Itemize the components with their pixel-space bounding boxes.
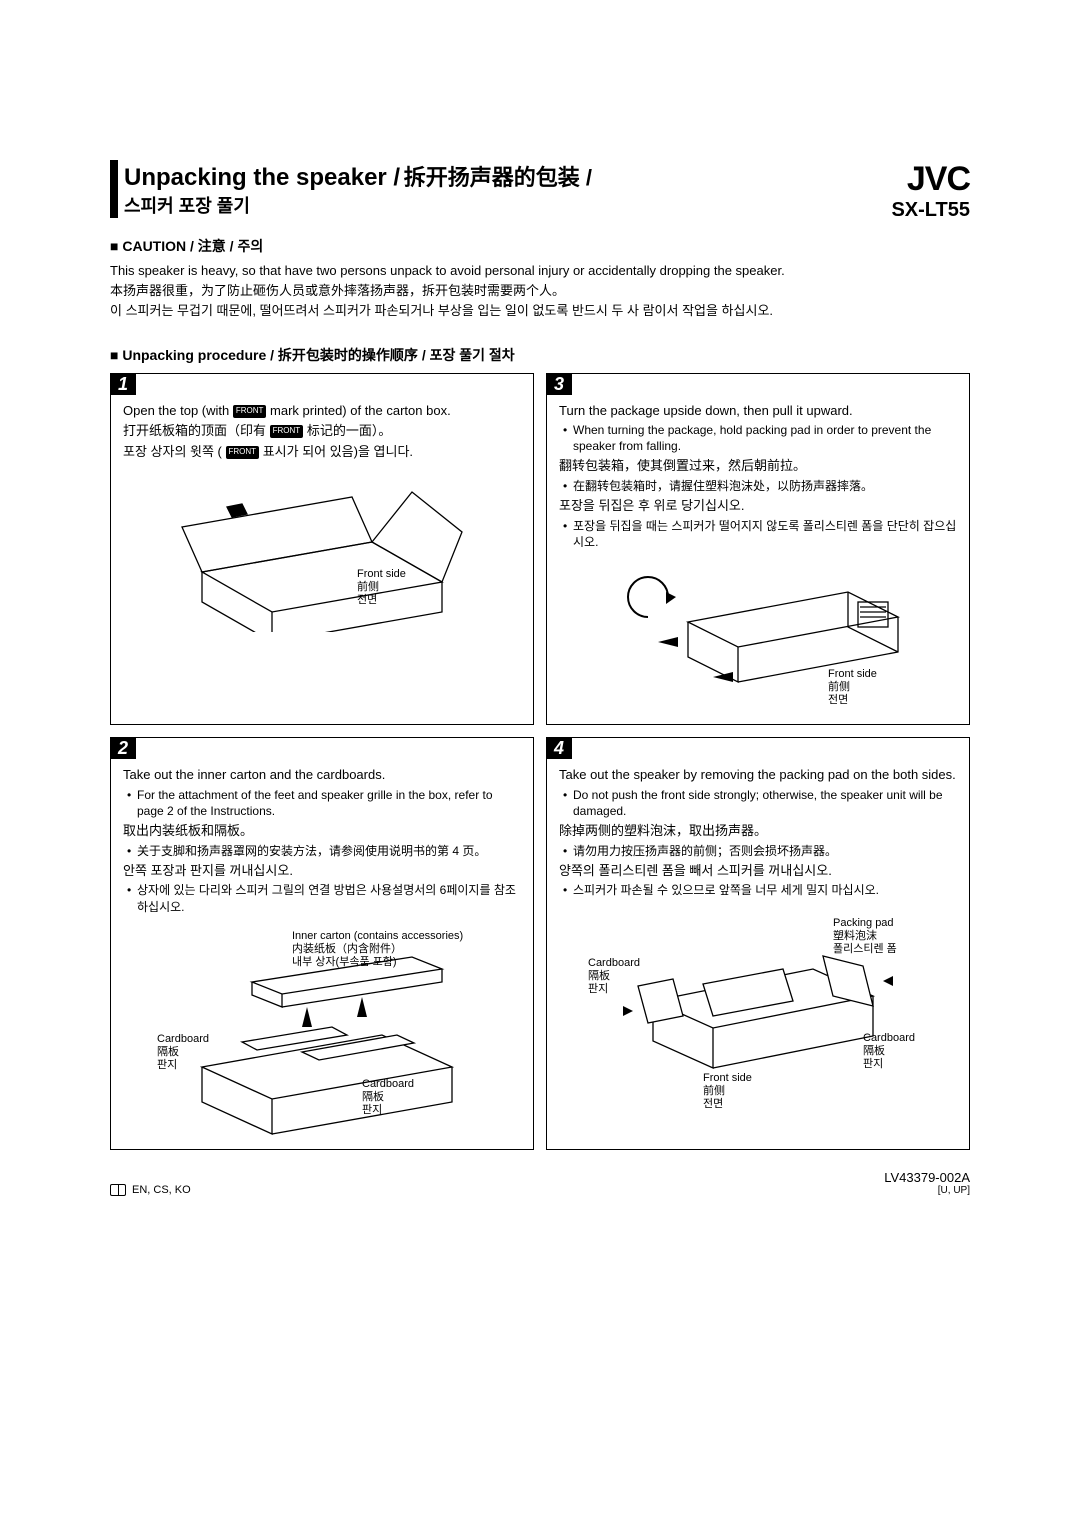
front-label-ko: 전면 (703, 1097, 723, 1110)
step-1: 1 Open the top (with FRONT mark printed)… (110, 373, 534, 726)
footer-langs: EN, CS, KO (132, 1184, 191, 1196)
caution-body: This speaker is heavy, so that have two … (110, 262, 970, 321)
title-block: Unpacking the speaker / 拆开扬声器的包装 / 스피커 포… (110, 160, 592, 218)
title-line-1: Unpacking the speaker / 拆开扬声器的包装 / (124, 160, 592, 192)
cardboard-label-en: Cardboard (157, 1033, 209, 1045)
front-label-ko: 전면 (828, 693, 848, 706)
step-2-zh-bullet: 关于支脚和扬声器罩网的安装方法，请参阅使用说明书的第 4 页。 (123, 843, 521, 859)
part-number: LV43379-002A (884, 1170, 970, 1185)
step-4-en: Take out the speaker by removing the pac… (559, 766, 957, 784)
step-4: 4 Take out the speaker by removing the p… (546, 737, 970, 1150)
cardboard-label-zh: 隔板 (157, 1044, 179, 1058)
step-2-number: 2 (110, 737, 136, 759)
step-3-zh: 翻转包装箱，使其倒置过来，然后朝前拉。 (559, 457, 957, 475)
footer-right: LV43379-002A [U, UP] (884, 1170, 970, 1196)
step-3-ko: 포장을 뒤집은 후 위로 당기십시오. (559, 497, 957, 515)
step-1-content: Open the top (with FRONT mark printed) o… (123, 402, 521, 633)
cardboard-label-en: Cardboard (588, 957, 640, 969)
step-1-en: Open the top (with FRONT mark printed) o… (123, 402, 521, 420)
step-3-ko-bullet: 포장을 뒤집을 때는 스피커가 떨어지지 않도록 폴리스티렌 폼을 단단히 잡으… (559, 518, 957, 550)
step-3-en: Turn the package upside down, then pull … (559, 402, 957, 420)
front-label-zh: 前侧 (703, 1083, 725, 1097)
step-4-content: Take out the speaker by removing the pac… (559, 766, 957, 1110)
cardboard-label-zh: 隔板 (588, 968, 610, 982)
box-open-icon: Front side 前侧 전면 (172, 472, 472, 632)
box-turn-icon: Front side 前侧 전면 (598, 562, 918, 712)
front-badge-icon: FRONT (270, 425, 304, 438)
book-icon (110, 1184, 126, 1196)
caution-zh: 本扬声器很重，为了防止砸伤人员或意外摔落扬声器，拆开包装时需要两个人。 (110, 282, 970, 300)
front-label-zh: 前侧 (357, 579, 379, 593)
step-1-ko: 포장 상자의 윗쪽 ( FRONT 표시가 되어 있음)을 엽니다. (123, 443, 521, 461)
step-2-zh: 取出内装纸板和隔板。 (123, 822, 521, 840)
inner-carton-label-ko: 내부 상자(부속품 포함) (292, 955, 397, 968)
step-1-zh: 打开纸板箱的顶面（印有 FRONT 标记的一面）。 (123, 422, 521, 440)
step-3-illustration: Front side 前侧 전면 (559, 562, 957, 712)
region-code: [U, UP] (884, 1185, 970, 1196)
title-ko: 스피커 포장 풀기 (124, 192, 592, 218)
step-1-illustration: Front side 前侧 전면 (123, 472, 521, 632)
cardboard-label-ko-2: 판지 (362, 1103, 382, 1116)
step-4-number: 4 (546, 737, 572, 759)
step-2-en: Take out the inner carton and the cardbo… (123, 766, 521, 784)
cardboard-label-zh-2: 隔板 (362, 1089, 384, 1103)
brand-block: JVC SX-LT55 (891, 160, 970, 222)
cardboard-label-en-2: Cardboard (362, 1078, 414, 1090)
step-2-en-bullet: For the attachment of the feet and speak… (123, 787, 521, 819)
procedure-heading: ■ Unpacking procedure / 拆开包装时的操作顺序 / 포장 … (110, 345, 970, 365)
inner-carton-label-en: Inner carton (contains accessories) (292, 930, 463, 942)
step-4-en-bullet: Do not push the front side strongly; oth… (559, 787, 957, 819)
step-2: 2 Take out the inner carton and the card… (110, 737, 534, 1150)
step-2-ko-bullet: 상자에 있는 다리와 스피커 그릴의 연결 방법은 사용설명서의 6페이지를 참… (123, 882, 521, 914)
step-3-content: Turn the package upside down, then pull … (559, 402, 957, 713)
inner-carton-label-zh: 内装纸板（内含附件） (292, 941, 402, 955)
packing-pad-label-zh: 塑料泡沫 (833, 928, 877, 942)
cardboard-label-zh-2: 隔板 (863, 1043, 885, 1057)
page-header: Unpacking the speaker / 拆开扬声器的包装 / 스피커 포… (110, 160, 970, 222)
speaker-remove-icon: Packing pad 塑料泡沫 폴리스티렌 폼 Cardboard 隔板 판지… (583, 911, 933, 1111)
caution-heading: ■ CAUTION / 注意 / 주의 (110, 236, 970, 256)
step-2-illustration: Inner carton (contains accessories) 内装纸板… (123, 927, 521, 1137)
step-3: 3 Turn the package upside down, then pul… (546, 373, 970, 726)
step-4-ko-bullet: 스피커가 파손될 수 있으므로 앞쪽을 너무 세게 밀지 마십시오. (559, 882, 957, 898)
caution-ko: 이 스피커는 무겁기 때문에, 떨어뜨려서 스피커가 파손되거나 부상을 입는 … (110, 302, 970, 320)
inner-carton-icon: Inner carton (contains accessories) 内装纸板… (152, 927, 492, 1137)
step-1-number: 1 (110, 373, 136, 395)
step-4-ko: 양쪽의 폴리스티렌 폼을 빼서 스피커를 꺼내십시오. (559, 862, 957, 880)
cardboard-label-ko: 판지 (157, 1058, 177, 1071)
page-footer: EN, CS, KO LV43379-002A [U, UP] (110, 1170, 970, 1196)
step-4-illustration: Packing pad 塑料泡沫 폴리스티렌 폼 Cardboard 隔板 판지… (559, 911, 957, 1111)
step-3-zh-bullet: 在翻转包装箱时，请握住塑料泡沫处，以防扬声器摔落。 (559, 478, 957, 494)
footer-left: EN, CS, KO (110, 1184, 191, 1196)
caution-en: This speaker is heavy, so that have two … (110, 262, 970, 280)
front-label-en: Front side (703, 1072, 752, 1084)
cardboard-label-ko-2: 판지 (863, 1057, 883, 1070)
model-number: SX-LT55 (891, 199, 970, 222)
front-label-en: Front side (357, 568, 406, 580)
front-label-ko: 전면 (357, 593, 377, 606)
brand-logo: JVC (891, 160, 970, 199)
step-3-number: 3 (546, 373, 572, 395)
step-grid: 1 Open the top (with FRONT mark printed)… (110, 373, 970, 1150)
step-3-en-bullet: When turning the package, hold packing p… (559, 422, 957, 454)
front-label-zh: 前侧 (828, 679, 850, 693)
step-2-ko: 안쪽 포장과 판지를 꺼내십시오. (123, 862, 521, 880)
step-4-zh: 除掉两侧的塑料泡沫，取出扬声器。 (559, 822, 957, 840)
cardboard-label-ko: 판지 (588, 982, 608, 995)
title-zh: 拆开扬声器的包装 / (404, 165, 592, 190)
step-2-content: Take out the inner carton and the cardbo… (123, 766, 521, 1137)
packing-pad-label-ko: 폴리스티렌 폼 (833, 942, 897, 955)
title-en: Unpacking the speaker / (124, 164, 400, 191)
front-label-en: Front side (828, 668, 877, 680)
step-4-zh-bullet: 请勿用力按压扬声器的前侧；否则会损坏扬声器。 (559, 843, 957, 859)
front-badge-icon: FRONT (233, 405, 267, 418)
cardboard-label-en-2: Cardboard (863, 1032, 915, 1044)
packing-pad-label-en: Packing pad (833, 917, 894, 929)
front-badge-icon: FRONT (226, 446, 260, 459)
